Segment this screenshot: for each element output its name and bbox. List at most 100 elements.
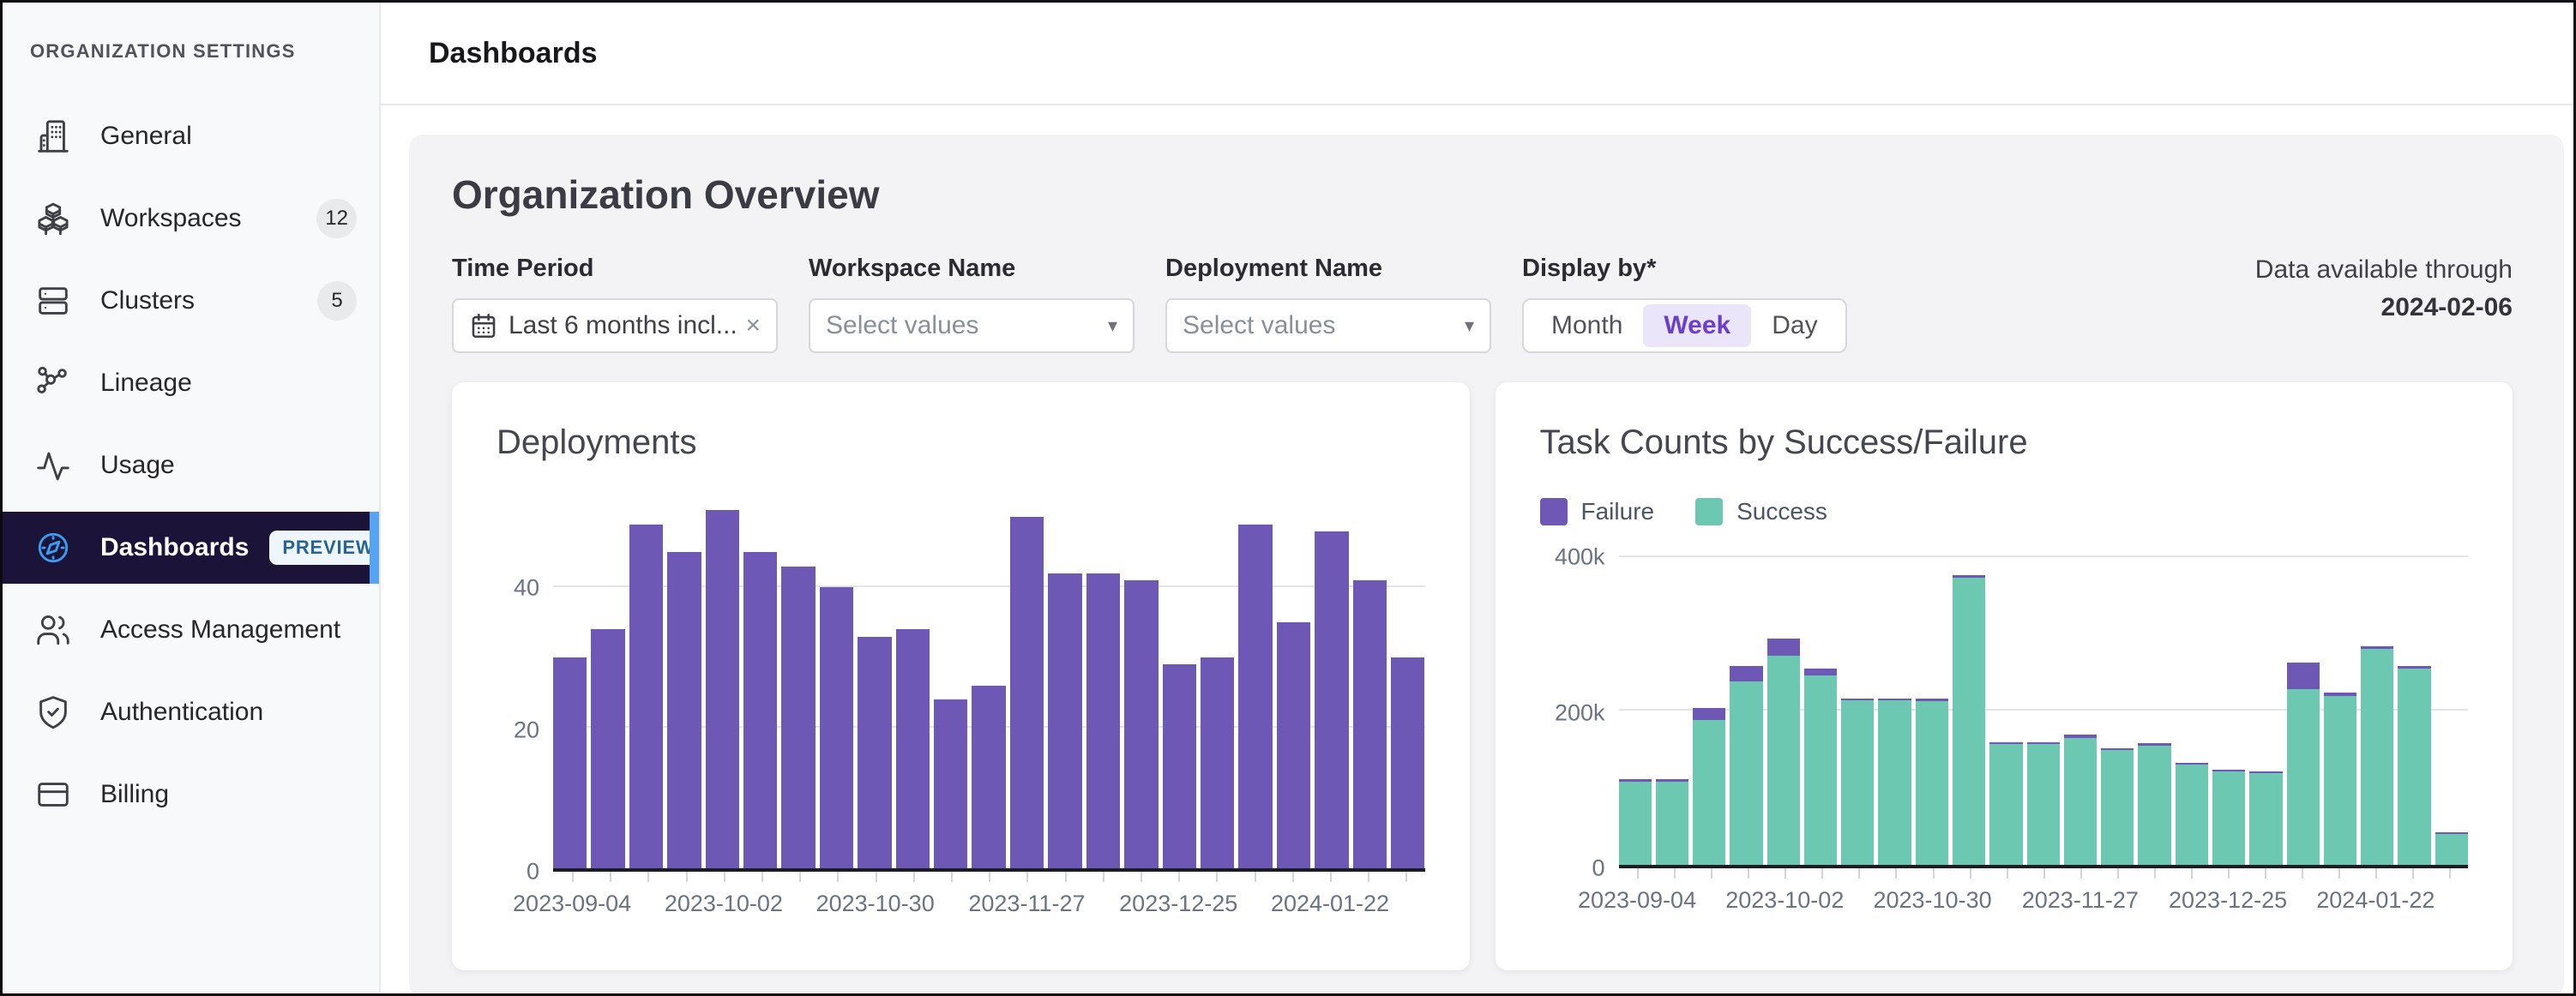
display-by-option-day[interactable]: Day <box>1751 304 1838 347</box>
required-asterisk: * <box>1646 255 1656 282</box>
bar-2024-01-15 <box>1277 503 1310 868</box>
bar-2023-09-25 <box>667 503 701 868</box>
clear-icon[interactable]: × <box>737 311 761 340</box>
activity-icon <box>33 446 73 485</box>
bar-2023-12-18 <box>2176 534 2208 865</box>
bar-2023-11-06 <box>896 503 930 868</box>
app-window: ORGANIZATION SETTINGS General Workspaces1… <box>0 0 2576 996</box>
bar-2023-09-25 <box>1730 534 1762 865</box>
bar-2023-12-18 <box>1124 503 1158 868</box>
task-counts-chart: 0200k400k2023-09-042023-10-022023-10-302… <box>1540 534 2469 920</box>
deployments-chart-title: Deployments <box>497 423 1425 462</box>
bar-2024-01-29 <box>2398 534 2430 865</box>
display-by-label: Display by* <box>1522 255 1847 283</box>
bar-2023-10-30 <box>1916 534 1948 865</box>
task-counts-chart-title: Task Counts by Success/Failure <box>1540 423 2469 462</box>
bar-2023-12-25 <box>2212 534 2245 865</box>
sidebar-item-label: General <box>100 122 192 151</box>
y-axis-tick-label: 20 <box>514 717 539 743</box>
bar-2023-10-16 <box>781 503 815 868</box>
x-axis-tick-label: 2023-10-02 <box>1725 887 1844 914</box>
x-axis-tick-label: 2023-09-04 <box>513 891 631 917</box>
bar-2023-12-25 <box>1163 503 1196 868</box>
panel-title: Organization Overview <box>452 172 2513 217</box>
x-axis-tick-label: 2024-01-22 <box>2316 887 2435 914</box>
deployments-chart: 020402023-09-042023-10-022023-10-302023-… <box>497 503 1425 923</box>
charts-row: Deployments 0 20 40 2023-09-04 2023-10-02 202… <box>452 382 2513 970</box>
bar-2024-01-08 <box>2287 534 2320 865</box>
sidebar-item-label: Usage <box>100 451 175 480</box>
compass-icon <box>33 528 73 567</box>
bar-2023-10-16 <box>1841 534 1874 865</box>
sidebar-item-lineage[interactable]: Lineage <box>3 347 379 419</box>
sidebar-item-access-management[interactable]: Access Management <box>3 594 379 666</box>
bar-2023-10-02 <box>706 503 739 868</box>
bar-2023-12-11 <box>1086 503 1120 868</box>
sidebar-item-clusters[interactable]: Clusters5 <box>3 265 379 337</box>
deployment-name-select[interactable]: Select values ▾ <box>1165 298 1491 353</box>
sidebar-item-label: Billing <box>100 780 169 809</box>
bar-2023-09-11 <box>1656 534 1688 865</box>
workspace-name-filter: Workspace Name Select values ▾ <box>809 255 1135 353</box>
chevron-down-icon: ▾ <box>1108 315 1117 337</box>
sidebar-item-label: Workspaces <box>100 204 242 233</box>
deployment-name-filter: Deployment Name Select values ▾ <box>1165 255 1491 353</box>
calendar-icon <box>469 311 498 340</box>
deployments-card: Deployments 020402023-09-042023-10-02202… <box>452 382 1470 970</box>
legend-item-failure: Failure <box>1540 498 1655 525</box>
display-by-filter: Display by* MonthWeekDay <box>1522 255 1847 353</box>
sidebar-item-billing[interactable]: Billing <box>3 759 379 831</box>
bar-2023-11-20 <box>2027 534 2060 865</box>
chevron-down-icon: ▾ <box>1465 315 1474 337</box>
display-by-option-month[interactable]: Month <box>1531 304 1643 347</box>
bar-2023-11-20 <box>972 503 1005 868</box>
bar-2023-12-04 <box>2101 534 2134 865</box>
organization-overview-panel: Organization Overview Time Period <box>409 135 2564 993</box>
sidebar-item-label: Clusters <box>100 286 195 315</box>
bar-2023-12-11 <box>2138 534 2170 865</box>
sidebar-nav: General Workspaces12 Clusters5 Lineage Usage… <box>3 100 379 831</box>
x-axis-tick-label: 2023-11-27 <box>2022 887 2139 914</box>
filters-row: Time Period La <box>452 255 2513 353</box>
bar-2023-10-23 <box>1878 534 1911 865</box>
bar-2023-11-13 <box>1989 534 2022 865</box>
servers-icon <box>33 281 73 321</box>
x-axis-tick-label: 2023-09-04 <box>1578 887 1696 914</box>
y-axis-tick-label: 40 <box>514 575 539 602</box>
deployment-name-label: Deployment Name <box>1165 255 1491 283</box>
bar-2023-11-13 <box>934 503 967 868</box>
time-period-value: Last 6 months incl... <box>509 311 737 340</box>
workspace-name-select[interactable]: Select values ▾ <box>809 298 1135 353</box>
bar-2024-02-05 <box>1391 503 1424 868</box>
bar-2023-11-27 <box>2064 534 2097 865</box>
bar-2023-10-30 <box>858 503 891 868</box>
bar-2023-10-23 <box>820 503 853 868</box>
page-header: Dashboards <box>381 3 2573 105</box>
sidebar-item-usage[interactable]: Usage <box>3 429 379 501</box>
time-period-filter: Time Period La <box>452 255 778 353</box>
bar-2023-11-06 <box>1953 534 1985 865</box>
sidebar-section-title: ORGANIZATION SETTINGS <box>30 40 379 63</box>
display-by-option-week[interactable]: Week <box>1643 304 1751 347</box>
deployment-placeholder: Select values <box>1183 311 1335 340</box>
y-axis-tick-label: 0 <box>1592 855 1604 882</box>
sidebar-item-authentication[interactable]: Authentication <box>3 676 379 748</box>
bar-2023-09-18 <box>1693 534 1725 865</box>
data-available-note: Data available through 2024-02-06 <box>2255 251 2513 327</box>
sidebar-item-workspaces[interactable]: Workspaces12 <box>3 183 379 255</box>
x-axis-tick-label: 2023-10-30 <box>1873 887 1991 914</box>
bar-2023-11-27 <box>1010 503 1044 868</box>
x-axis-tick-label: 2023-10-30 <box>816 891 935 917</box>
sidebar-item-general[interactable]: General <box>3 100 379 172</box>
data-available-date: 2024-02-06 <box>2255 289 2513 327</box>
x-axis-tick-label: 2023-12-25 <box>2169 887 2287 914</box>
bar-2024-01-22 <box>1315 503 1348 868</box>
time-period-input[interactable]: Last 6 months incl... × <box>452 298 778 353</box>
legend-swatch-success <box>1695 498 1723 525</box>
bar-2023-09-04 <box>553 503 587 868</box>
sidebar: ORGANIZATION SETTINGS General Workspaces1… <box>3 3 381 993</box>
task-counts-card: Task Counts by Success/Failure FailureSu… <box>1496 382 2513 970</box>
sidebar-item-dashboards[interactable]: DashboardsPREVIEW <box>3 512 379 584</box>
legend-swatch-failure <box>1540 498 1568 525</box>
x-axis-tick-label: 2024-01-22 <box>1271 891 1389 917</box>
